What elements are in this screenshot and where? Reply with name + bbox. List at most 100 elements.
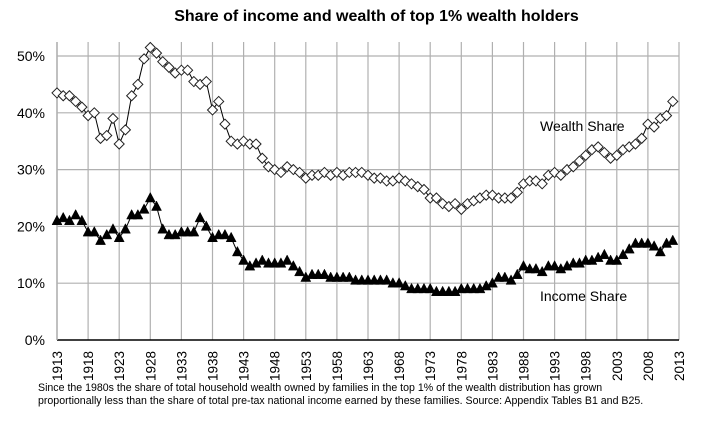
wealth-share-point <box>213 95 225 108</box>
income-share-point <box>200 220 212 231</box>
x-tick-label: 1993 <box>548 351 563 381</box>
income-share-point <box>219 228 231 240</box>
x-tick-label: 1998 <box>579 351 594 381</box>
wealth-share-point <box>113 138 125 150</box>
x-tick-label: 1958 <box>330 351 345 381</box>
income-share-point <box>281 254 293 265</box>
income-share-point <box>101 228 113 240</box>
wealth-share-point <box>157 55 169 68</box>
income-share-point <box>518 260 529 271</box>
income-share-point <box>231 245 243 257</box>
wealth-share-point <box>138 53 150 65</box>
x-tick-label: 1968 <box>392 351 407 381</box>
wealth-share-point <box>667 95 679 108</box>
income-share-point <box>194 211 206 223</box>
income-share-point <box>536 265 548 277</box>
wealth-share-point <box>150 47 163 59</box>
wealth-share-point <box>505 192 517 204</box>
income-share-point <box>157 223 169 234</box>
income-share-point <box>113 231 125 243</box>
x-tick-label: 1948 <box>268 351 283 381</box>
wealth-share-point <box>567 161 579 173</box>
x-tick-label: 2008 <box>641 351 656 381</box>
wealth-share-point <box>511 186 523 199</box>
chart-title: Share of income and wealth of top 1% wea… <box>174 8 579 25</box>
income-share-point <box>107 223 119 234</box>
income-share-point <box>486 277 498 288</box>
wealth-share-point <box>206 104 219 116</box>
income-share-point <box>57 211 69 223</box>
x-tick-label: 2013 <box>672 351 687 381</box>
income-share-point <box>138 203 150 214</box>
income-share-point <box>88 226 100 237</box>
x-tick-label: 1928 <box>143 351 158 381</box>
x-tick-label: 1943 <box>237 351 252 381</box>
chart-caption: Since the 1980s the share of total house… <box>38 382 708 407</box>
wealth-share-point <box>219 118 231 130</box>
caption-line-1: Since the 1980s the share of total house… <box>38 382 603 394</box>
wealth-share-point <box>69 95 82 108</box>
income-share-point <box>623 243 635 254</box>
income-share-point <box>132 209 144 220</box>
wealth-share-point <box>293 166 306 179</box>
income-share-point <box>120 223 131 234</box>
income-share-point <box>424 282 436 294</box>
y-tick-label: 0% <box>25 332 45 348</box>
income-share-point <box>95 234 106 245</box>
x-tick-label: 1933 <box>174 351 189 381</box>
income-share-point <box>598 248 610 260</box>
x-tick-label: 1913 <box>50 351 65 381</box>
wealth-share-point <box>449 197 461 210</box>
wealth-share-point <box>635 132 648 145</box>
series-line-income <box>56 197 673 293</box>
y-tick-label: 10% <box>17 275 45 291</box>
wealth-share-point <box>611 149 623 162</box>
wealth-share-point <box>629 138 642 150</box>
income-share-point <box>530 262 542 274</box>
wealth-share-point <box>573 155 586 167</box>
income-share-point <box>256 254 268 265</box>
wealth-share-point <box>275 166 287 179</box>
wealth-share-point <box>163 61 175 74</box>
wealth-share-point <box>430 192 443 204</box>
wealth-share-point <box>660 109 673 122</box>
y-tick-label: 50% <box>17 48 45 64</box>
x-tick-label: 1983 <box>485 351 500 381</box>
wealth-share-point <box>88 107 101 119</box>
wealth-share-point <box>555 169 567 181</box>
income-share-point <box>511 268 523 279</box>
wealth-share-point <box>536 178 548 190</box>
income-share-point <box>76 214 88 225</box>
income-share-point <box>505 274 517 285</box>
wealth-share-label: Wealth Share <box>540 118 625 134</box>
wealth-share-point <box>101 129 113 142</box>
income-share-point <box>648 240 660 251</box>
income-share-point <box>393 277 405 288</box>
y-tick-label: 30% <box>17 162 45 178</box>
wealth-share-point <box>598 146 611 159</box>
income-share-point <box>287 260 299 271</box>
income-share-point <box>499 271 511 282</box>
wealth-share-point <box>418 183 430 196</box>
wealth-share-point <box>107 112 119 125</box>
wealth-share-point <box>648 121 660 133</box>
caption-line-2: proportionally less than the share of to… <box>38 394 644 407</box>
income-share-point <box>549 260 561 271</box>
wealth-share-point <box>132 78 144 91</box>
wealth-share-point <box>592 141 604 153</box>
income-share-point <box>70 209 82 220</box>
x-tick-label: 1963 <box>361 351 376 381</box>
y-tick-label: 40% <box>17 105 45 121</box>
x-tick-label: 1918 <box>81 351 96 381</box>
income-share-point <box>188 226 200 237</box>
income-share-point <box>238 254 250 265</box>
x-tick-label: 1923 <box>112 351 127 381</box>
wealth-share-point <box>455 203 468 216</box>
income-share-point <box>294 265 305 277</box>
income-share-point <box>144 191 156 203</box>
wealth-share-point <box>76 101 88 113</box>
x-tick-label: 1978 <box>454 351 469 381</box>
income-share-point <box>343 271 355 282</box>
wealth-share-point <box>144 41 157 54</box>
income-share-point <box>225 231 237 243</box>
